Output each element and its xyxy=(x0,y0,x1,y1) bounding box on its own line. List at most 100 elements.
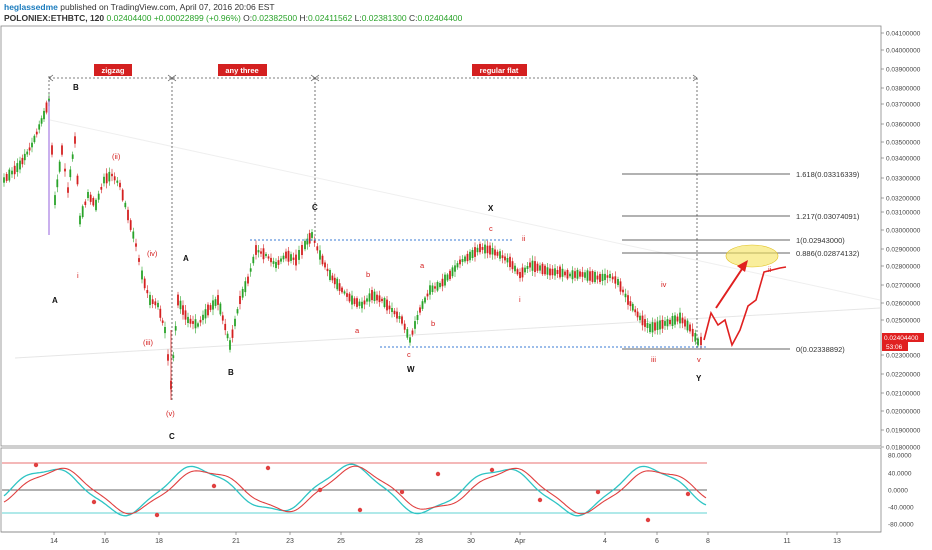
candle-body xyxy=(464,256,466,262)
candle-body xyxy=(95,199,97,211)
candle-body xyxy=(406,329,409,338)
candle-body xyxy=(411,330,414,335)
any-three-banner-text: any three xyxy=(225,66,258,75)
candle-body xyxy=(329,270,331,280)
candle-body xyxy=(212,300,214,310)
price-tick-label: 0.02900000 xyxy=(886,247,921,254)
candle-body xyxy=(76,175,79,185)
candle-body xyxy=(26,151,29,155)
open-value: 0.02382500 xyxy=(252,13,298,23)
price-tick-label: 0.03300000 xyxy=(886,176,921,183)
close-label: C: xyxy=(408,13,418,23)
osc-tick-label: -40.0000 xyxy=(888,505,914,512)
osc-cross-markers xyxy=(33,462,691,523)
candle-body xyxy=(566,270,569,279)
fib-label-1217: 1.217(0.03074091) xyxy=(796,212,860,221)
price-axis[interactable]: 0.04100000 0.04000000 0.03900000 0.03800000… xyxy=(881,31,921,452)
author-link[interactable]: heglassedme xyxy=(4,2,58,12)
candle-body xyxy=(124,202,127,208)
candle-body xyxy=(651,322,654,333)
wave-label-Y: Y xyxy=(696,374,702,383)
fib-label-1: 1(0.02943000) xyxy=(796,236,845,245)
symbol-label[interactable]: POLONIEX:ETHBTC, 120 xyxy=(4,13,105,23)
price-tick-label: 0.02000000 xyxy=(886,409,921,416)
wave-label-c: c xyxy=(407,350,411,359)
candle-body xyxy=(434,286,436,289)
candle-body xyxy=(654,322,656,331)
candle-body xyxy=(219,303,222,315)
candle-body xyxy=(489,245,491,255)
candle-body xyxy=(207,304,209,316)
candle-body xyxy=(501,255,504,259)
candle-body xyxy=(649,323,651,333)
candle-body xyxy=(311,232,313,238)
stochastic-oscillator xyxy=(2,462,707,523)
price-change: +0.00022899 (+0.96%) xyxy=(153,13,241,23)
candle-body xyxy=(172,355,175,358)
candle-body xyxy=(74,136,76,144)
candle-body xyxy=(371,290,373,301)
candle-body xyxy=(89,194,92,202)
candle-body xyxy=(679,312,681,324)
candle-body xyxy=(132,231,135,239)
candle-body xyxy=(586,270,589,281)
candle-body xyxy=(64,168,66,172)
wave-label-A: A xyxy=(52,296,58,305)
fibonacci-extension[interactable]: 1.618(0.03316339) 1.217(0.03074091) 1(0.… xyxy=(622,170,860,354)
candle-body xyxy=(446,274,449,281)
candle-body xyxy=(393,310,396,315)
candle-body xyxy=(61,145,63,155)
candle-body xyxy=(92,198,95,206)
candle-body xyxy=(67,187,69,193)
candle-body xyxy=(474,247,476,257)
candle-body xyxy=(13,165,16,175)
last-price-tag-text: 0.02404400 xyxy=(884,335,919,342)
ohlc-line: POLONIEX:ETHBTC, 120 0.02404400 +0.00022… xyxy=(4,13,462,23)
trend-line xyxy=(14,307,881,359)
candle-body xyxy=(554,268,556,276)
candle-body xyxy=(161,320,164,323)
osc-cross-marker xyxy=(537,497,543,503)
price-tick-label: 0.01900000 xyxy=(886,428,921,435)
candle-body xyxy=(689,324,691,332)
candle-body xyxy=(476,247,479,253)
candle-body xyxy=(431,285,434,292)
candle-body xyxy=(511,261,514,270)
wave-label-iv: iv xyxy=(661,280,667,289)
candle-body xyxy=(381,298,383,302)
candle-body xyxy=(451,267,454,277)
candle-body xyxy=(321,255,324,265)
candle-body xyxy=(341,287,343,293)
time-tick-label: 30 xyxy=(467,538,475,545)
candle-body xyxy=(449,270,451,280)
candle-body xyxy=(581,272,584,277)
candle-body xyxy=(272,261,275,264)
wave-label-W: W xyxy=(407,365,415,374)
candle-body xyxy=(282,255,285,260)
candle-body xyxy=(419,307,421,313)
candle-body xyxy=(23,153,26,161)
osc-cross-marker xyxy=(645,517,651,523)
countdown-tag xyxy=(882,342,908,351)
candle-body xyxy=(456,263,459,268)
candle-body xyxy=(3,177,5,183)
candle-body xyxy=(138,258,140,262)
candle-body xyxy=(414,321,416,329)
candle-body xyxy=(177,294,179,306)
candle-body xyxy=(103,176,105,184)
candle-body xyxy=(429,285,431,295)
time-axis[interactable]: 14 16 18 21 23 25 28 30 Apr 4 6 8 11 13 xyxy=(50,532,841,545)
price-tick-label: 0.03200000 xyxy=(886,196,921,203)
osc-cross-marker xyxy=(595,489,601,495)
price-tick-label: 0.03900000 xyxy=(886,67,921,74)
candle-body xyxy=(636,311,639,318)
candle-body xyxy=(135,243,137,247)
osc-k-line xyxy=(3,463,707,517)
candle-body xyxy=(346,293,348,297)
candle-body xyxy=(526,266,529,269)
candle-body xyxy=(541,263,544,275)
candle-body xyxy=(164,327,166,334)
candle-body xyxy=(81,206,84,218)
candle-body xyxy=(285,251,287,259)
